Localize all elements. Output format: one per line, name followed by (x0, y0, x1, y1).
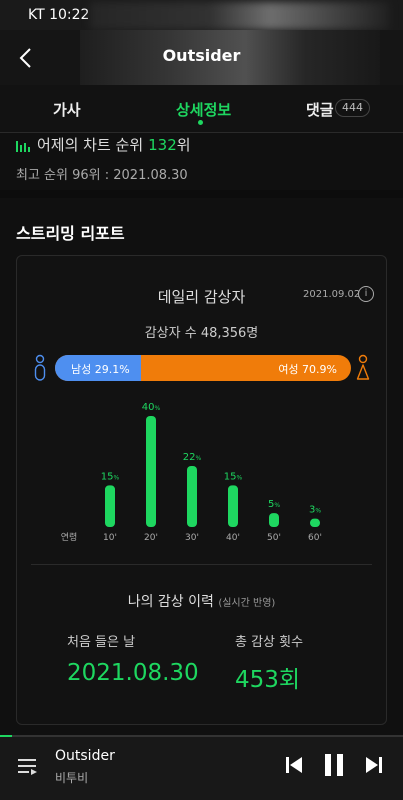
page-title: Outsider (162, 46, 241, 65)
age-category-label: 50' (267, 533, 281, 543)
best-rank: 최고 순위 96위 : 2021.08.30 (16, 168, 188, 183)
rank-value: 132 (148, 135, 177, 154)
female-icon (356, 354, 370, 380)
tab-details[interactable]: 상세정보 (176, 101, 232, 119)
age-bar-10s (105, 485, 115, 527)
age-axis-label: 연령 (61, 531, 78, 543)
age-bar-value-label: 15% (224, 471, 243, 482)
listening-history-title: 나의 감상 이력 (실시간 반영) (17, 591, 386, 611)
age-bar-50s (269, 513, 279, 527)
player-track-title[interactable]: Outsider (55, 748, 115, 764)
age-category-label: 20' (144, 533, 158, 543)
card-divider (31, 564, 372, 565)
previous-track-icon[interactable] (284, 755, 304, 775)
status-bar-blurred-area (90, 2, 390, 30)
gender-ratio-bar: 남성 29.1% 여성 70.9% (55, 355, 351, 381)
next-track-icon[interactable] (364, 755, 384, 775)
age-bar-value-label: 15% (101, 471, 120, 482)
listener-count: 감상자 수 48,356명 (144, 326, 259, 341)
chart-rank: 어제의 차트 순위 132 위 (16, 134, 191, 155)
age-bar-value-label: 22% (183, 452, 202, 463)
first-listened-date: 2021.08.30 (67, 660, 199, 686)
first-listened-label: 처음 들은 날 (67, 635, 136, 650)
age-category-label: 10' (103, 533, 117, 543)
streaming-report-card: 데일리 감상자 2021.09.02 i 감상자 수 48,356명 남성 29… (16, 255, 387, 725)
comment-count-badge: 444 (335, 99, 370, 117)
chevron-left-icon[interactable] (14, 44, 40, 72)
info-icon[interactable]: i (358, 286, 374, 302)
tab-lyrics[interactable]: 가사 (53, 101, 81, 119)
history-subtitle: (실시간 반영) (218, 598, 276, 609)
active-tab-indicator (198, 120, 203, 125)
age-distribution-chart: 연령 15% 10' 40% 20' 22% 30' 15% 40' 5% 50' 3% 60' (61, 402, 322, 543)
history-title-text: 나의 감상 이력 (127, 594, 214, 610)
female-share-label: 여성 70.9% (278, 363, 337, 376)
total-plays-value: 453회 (235, 667, 301, 693)
playback-progress-track[interactable] (0, 735, 403, 737)
daily-listeners-title: 데일리 감상자 (157, 288, 246, 306)
age-bar-20s (146, 416, 156, 527)
age-category-label: 60' (308, 533, 322, 543)
tab-bar: 가사 상세정보 댓글 444 (0, 85, 403, 133)
age-bar-40s (228, 485, 238, 527)
pause-icon[interactable] (322, 752, 346, 778)
tab-comments[interactable]: 댓글 (306, 101, 334, 119)
age-bar-value-label: 3% (309, 505, 321, 516)
report-date: 2021.09.02 (303, 289, 361, 300)
rank-label: 어제의 차트 순위 (37, 136, 144, 154)
section-title: 스트리밍 리포트 (16, 224, 125, 243)
male-share-label: 남성 29.1% (71, 363, 130, 376)
male-share-bar (55, 355, 142, 381)
age-category-label: 30' (185, 533, 199, 543)
age-category-label: 40' (226, 533, 240, 543)
male-icon (34, 354, 46, 381)
mini-player: Outsider 비투비 (0, 737, 403, 800)
total-plays-label: 총 감상 횟수 (235, 635, 304, 650)
player-artist[interactable]: 비투비 (55, 771, 89, 785)
age-bar-30s (187, 465, 197, 527)
status-bar: KT 10:22 (0, 0, 403, 30)
section-divider (0, 190, 403, 198)
chart-bars-icon (16, 140, 30, 152)
header-background-art (80, 30, 380, 85)
playback-progress-fill (0, 735, 13, 737)
age-bar-value-label: 5% (268, 499, 280, 510)
header: Outsider (0, 30, 403, 85)
rank-suffix: 위 (176, 136, 191, 154)
status-time: KT 10:22 (28, 7, 90, 23)
playlist-icon[interactable] (16, 755, 38, 777)
age-bar-value-label: 40% (142, 402, 161, 413)
age-bar-60s (310, 518, 320, 527)
